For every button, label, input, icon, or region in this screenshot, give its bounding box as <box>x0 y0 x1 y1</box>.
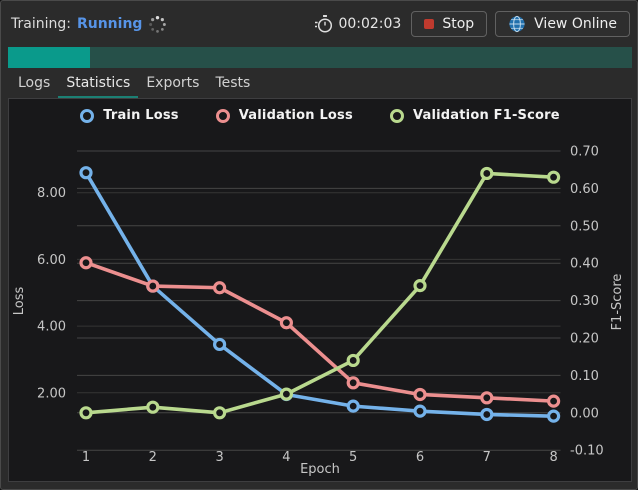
legend-label: Train Loss <box>103 108 179 123</box>
tab-exports[interactable]: Exports <box>146 75 200 91</box>
train-loss-point <box>346 399 360 413</box>
training-status: Running <box>76 16 143 32</box>
progress-fill <box>8 47 91 68</box>
tab-bar: Logs Statistics Exports Tests <box>10 68 258 98</box>
x-axis-tick: 2 <box>149 450 157 465</box>
validation-f1-score-point <box>546 170 561 184</box>
stopwatch-icon <box>315 15 333 33</box>
header-bar: Training: Running <box>1 1 637 47</box>
tab-logs[interactable]: Logs <box>18 75 51 91</box>
left-axis-tick: 4.00 <box>37 320 66 335</box>
right-axis-tick: 0.60 <box>570 182 599 197</box>
x-axis-tick: 5 <box>349 450 357 465</box>
right-axis-tick: 0.70 <box>570 145 599 160</box>
right-axis-tick: 0.30 <box>570 294 599 309</box>
validation-f1-score-point <box>279 387 293 401</box>
stop-button[interactable]: Stop <box>411 11 488 37</box>
training-status-group: Training: Running <box>11 15 167 34</box>
left-axis-title: Loss <box>12 287 27 316</box>
training-progress-bar <box>8 47 632 68</box>
legend-marker-icon <box>215 108 230 123</box>
train-loss-point <box>546 409 561 423</box>
validation-loss-point <box>480 391 494 405</box>
elapsed-time-value: 00:02:03 <box>338 16 402 32</box>
validation-loss-point <box>213 281 227 295</box>
right-axis-tick: 0.10 <box>570 369 599 384</box>
x-axis-title: Epoch <box>300 462 340 477</box>
legend-label: Validation Loss <box>238 108 353 123</box>
right-axis-tick: -0.10 <box>570 444 604 459</box>
validation-loss-point <box>279 316 293 330</box>
x-axis-tick: 3 <box>215 450 223 465</box>
train-loss-line <box>84 170 556 418</box>
train-loss-point <box>413 404 427 418</box>
right-axis-tick: 0.40 <box>570 257 599 272</box>
elapsed-timer: 00:02:03 <box>314 14 401 34</box>
validation-f1-score-point <box>346 353 360 368</box>
validation-loss-point <box>346 376 360 390</box>
validation-f1-score-point <box>79 406 93 420</box>
busy-spinner-icon <box>149 15 167 33</box>
validation-f1-score-point <box>480 166 494 181</box>
left-axis-tick: 8.00 <box>37 186 66 201</box>
validation-loss-point <box>146 279 160 293</box>
x-axis-tick: 4 <box>282 450 290 465</box>
train-loss-point <box>79 166 93 180</box>
right-axis-tick: 0.50 <box>570 219 599 234</box>
training-chart: 8.00 6.00 4.00 2.00 0.70 0.60 0.50 0.40 0.30 0.20… <box>12 145 625 478</box>
x-axis-tick: 6 <box>416 450 424 465</box>
right-axis-tick: 0.20 <box>570 332 599 347</box>
validation-f1-score-point <box>146 400 160 414</box>
left-axis-tick: 2.00 <box>37 386 66 401</box>
header-actions: 00:02:03 Stop View Online <box>314 11 630 37</box>
tab-statistics[interactable]: Statistics <box>58 68 139 98</box>
x-axis-tick: 1 <box>82 450 90 465</box>
train-loss-point <box>213 337 227 352</box>
statistics-panel: Train Loss Validation Loss Validation F1-S… <box>8 98 632 482</box>
legend-item-validation-f1-score[interactable]: Validation F1-Score <box>389 108 560 123</box>
validation-loss-point <box>413 387 427 402</box>
stop-square-icon <box>424 19 435 29</box>
view-online-button[interactable]: View Online <box>495 11 630 37</box>
legend-marker-icon <box>389 108 404 123</box>
stop-button-label: Stop <box>442 16 475 32</box>
training-label: Training: <box>11 16 71 32</box>
chart-legend: Train Loss Validation Loss Validation F1-S… <box>9 108 631 123</box>
x-axis-tick: 7 <box>483 450 491 465</box>
right-axis-tick: 0.00 <box>570 406 599 421</box>
globe-icon <box>509 15 525 33</box>
train-loss-point <box>480 407 494 422</box>
validation-f1-score-point <box>413 279 427 293</box>
validation-loss-point <box>79 256 93 270</box>
validation-f1-score-point <box>213 406 227 420</box>
legend-marker-icon <box>80 108 95 123</box>
validation-loss-point <box>546 394 561 408</box>
validation-loss-line <box>84 260 556 403</box>
legend-item-validation-loss[interactable]: Validation Loss <box>215 108 353 123</box>
legend-item-train-loss[interactable]: Train Loss <box>80 108 179 123</box>
legend-label: Validation F1-Score <box>412 108 560 123</box>
view-online-label: View Online <box>534 16 617 32</box>
validation-f1-score-line <box>84 171 556 415</box>
left-axis-tick: 6.00 <box>37 253 66 268</box>
right-axis-title: F1-Score <box>610 274 625 331</box>
tab-tests[interactable]: Tests <box>215 75 251 91</box>
x-axis-tick: 8 <box>549 450 557 465</box>
